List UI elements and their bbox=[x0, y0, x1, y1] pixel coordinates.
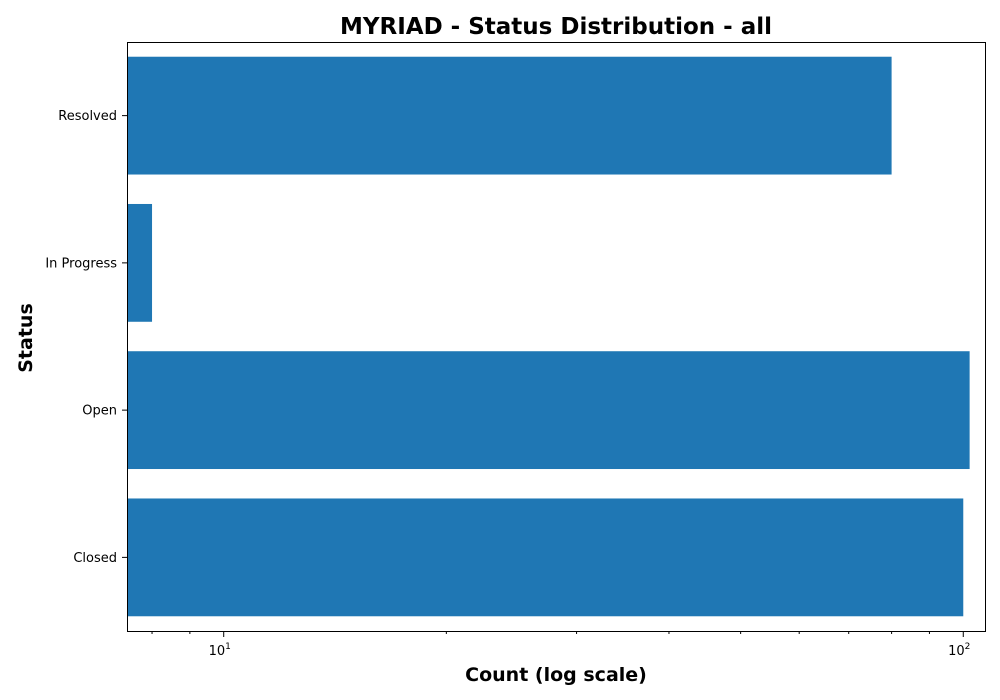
y-ticks-group: Closed Open In Progress Resolved bbox=[45, 109, 127, 566]
plot-frame bbox=[127, 42, 986, 632]
x-ticks-group: 101 102 bbox=[209, 631, 970, 659]
chart-title: MYRIAD - Status Distribution - all bbox=[340, 14, 772, 40]
y-tick-label-in-progress: In Progress bbox=[45, 256, 117, 271]
bar-open bbox=[127, 351, 970, 470]
bars-group bbox=[127, 56, 970, 617]
y-tick-label-open: Open bbox=[82, 404, 117, 419]
y-tick-label-resolved: Resolved bbox=[58, 109, 117, 124]
y-tick-label-closed: Closed bbox=[73, 551, 117, 566]
bar-closed bbox=[127, 498, 964, 617]
x-tick-label-100: 102 bbox=[948, 642, 970, 659]
x-tick-label-10: 101 bbox=[209, 642, 231, 659]
bar-in-progress bbox=[127, 203, 153, 322]
y-axis-label: Status bbox=[15, 303, 37, 373]
bar-resolved bbox=[127, 56, 892, 175]
x-axis-label: Count (log scale) bbox=[465, 664, 647, 686]
